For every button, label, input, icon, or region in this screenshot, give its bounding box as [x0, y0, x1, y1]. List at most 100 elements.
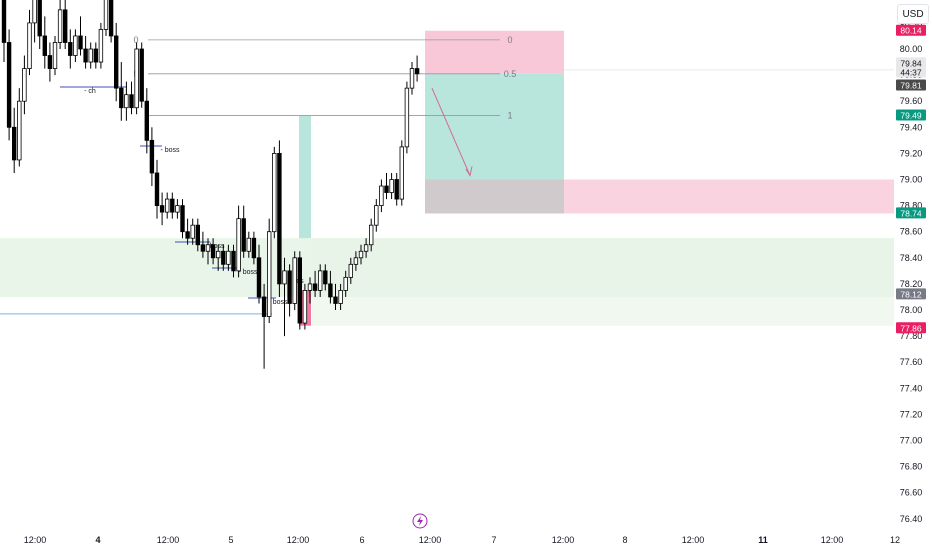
- candle[interactable]: [195, 224, 200, 246]
- candle[interactable]: [164, 198, 170, 213]
- candle[interactable]: [358, 250, 364, 259]
- candle[interactable]: [384, 185, 389, 193]
- x-tick-label: 4: [95, 535, 100, 545]
- candle[interactable]: [129, 94, 134, 109]
- candle[interactable]: [47, 55, 53, 69]
- candle[interactable]: [83, 48, 88, 63]
- candle[interactable]: [277, 152, 282, 285]
- candle[interactable]: [134, 48, 139, 109]
- candle[interactable]: [261, 296, 267, 317]
- candle[interactable]: [210, 244, 216, 259]
- currency-button[interactable]: USD: [897, 4, 929, 24]
- candle[interactable]: [205, 244, 211, 252]
- candle[interactable]: [343, 276, 348, 291]
- candle[interactable]: [52, 42, 58, 69]
- candle[interactable]: [22, 68, 27, 102]
- candle[interactable]: [409, 68, 415, 89]
- candle[interactable]: [328, 283, 333, 298]
- price-tag-label: 78.74: [900, 208, 922, 218]
- candle[interactable]: [363, 244, 369, 252]
- x-tick-label: 12:00: [157, 535, 180, 545]
- candle[interactable]: [231, 250, 236, 272]
- candle[interactable]: [246, 237, 251, 252]
- candle[interactable]: [124, 94, 129, 109]
- candle[interactable]: [292, 257, 297, 304]
- candle[interactable]: [389, 179, 394, 193]
- candle[interactable]: [27, 22, 32, 69]
- candle[interactable]: [200, 244, 206, 252]
- candle[interactable]: [32, 0, 37, 24]
- candle[interactable]: [73, 35, 78, 56]
- candle[interactable]: [272, 152, 277, 233]
- candle[interactable]: [93, 48, 98, 63]
- y-tick-label: 76.80: [900, 462, 923, 472]
- candle[interactable]: [302, 290, 308, 324]
- candle[interactable]: [256, 257, 262, 298]
- candle[interactable]: [414, 68, 420, 75]
- candle[interactable]: [78, 35, 83, 50]
- candle[interactable]: [379, 185, 384, 206]
- candle[interactable]: [312, 283, 318, 291]
- fib-label: 0: [507, 35, 512, 45]
- candle[interactable]: [307, 283, 313, 291]
- price-axis[interactable]: [894, 0, 932, 550]
- candle[interactable]: [170, 198, 175, 213]
- candle[interactable]: [317, 270, 323, 291]
- x-tick-label: 12: [890, 535, 900, 545]
- candle[interactable]: [374, 205, 379, 226]
- candle[interactable]: [37, 0, 42, 37]
- candle[interactable]: [282, 270, 287, 285]
- candle[interactable]: [251, 237, 257, 259]
- candle[interactable]: [190, 224, 195, 239]
- candle[interactable]: [241, 218, 246, 252]
- fib-label: 0.5: [504, 69, 517, 79]
- candle[interactable]: [353, 257, 359, 265]
- fib-label-left: 0: [133, 35, 138, 45]
- candle[interactable]: [368, 224, 374, 246]
- candle[interactable]: [348, 263, 353, 278]
- candle[interactable]: [333, 296, 338, 304]
- candle[interactable]: [139, 48, 144, 102]
- candle[interactable]: [180, 205, 185, 233]
- candle[interactable]: [185, 231, 190, 239]
- candle[interactable]: [119, 87, 124, 109]
- candle[interactable]: [226, 250, 231, 265]
- candle[interactable]: [215, 250, 221, 259]
- candle[interactable]: [6, 42, 12, 128]
- demand-zone-extended: [312, 238, 894, 326]
- candle[interactable]: [63, 9, 68, 43]
- candle[interactable]: [108, 0, 114, 37]
- price-tag: [896, 207, 926, 219]
- candle[interactable]: [236, 218, 241, 272]
- lightning-icon[interactable]: [412, 513, 428, 529]
- candle[interactable]: [287, 270, 292, 304]
- candle[interactable]: [266, 231, 272, 317]
- candle[interactable]: [88, 48, 93, 63]
- candle[interactable]: [297, 257, 302, 324]
- candle[interactable]: [338, 290, 343, 304]
- candle[interactable]: [394, 179, 399, 200]
- candle[interactable]: [159, 205, 165, 213]
- stop-loss-zone: [425, 30, 564, 74]
- price-tag: [896, 322, 926, 334]
- candle[interactable]: [154, 172, 160, 207]
- candle[interactable]: [98, 29, 104, 63]
- y-tick-label: 77.60: [900, 357, 923, 367]
- candle[interactable]: [1, 0, 7, 43]
- candle[interactable]: [221, 250, 226, 265]
- price-tag: [896, 57, 926, 69]
- candle[interactable]: [42, 35, 47, 56]
- candle[interactable]: [11, 126, 17, 161]
- candle[interactable]: [114, 35, 119, 89]
- candle[interactable]: [144, 100, 149, 141]
- candle[interactable]: [57, 9, 63, 43]
- candle[interactable]: [17, 100, 22, 161]
- candle[interactable]: [149, 139, 155, 174]
- candle[interactable]: [399, 146, 404, 200]
- candle[interactable]: [103, 0, 109, 30]
- candle[interactable]: [68, 42, 73, 56]
- candle[interactable]: [175, 205, 180, 213]
- candle[interactable]: [323, 270, 328, 285]
- candle[interactable]: [404, 87, 410, 148]
